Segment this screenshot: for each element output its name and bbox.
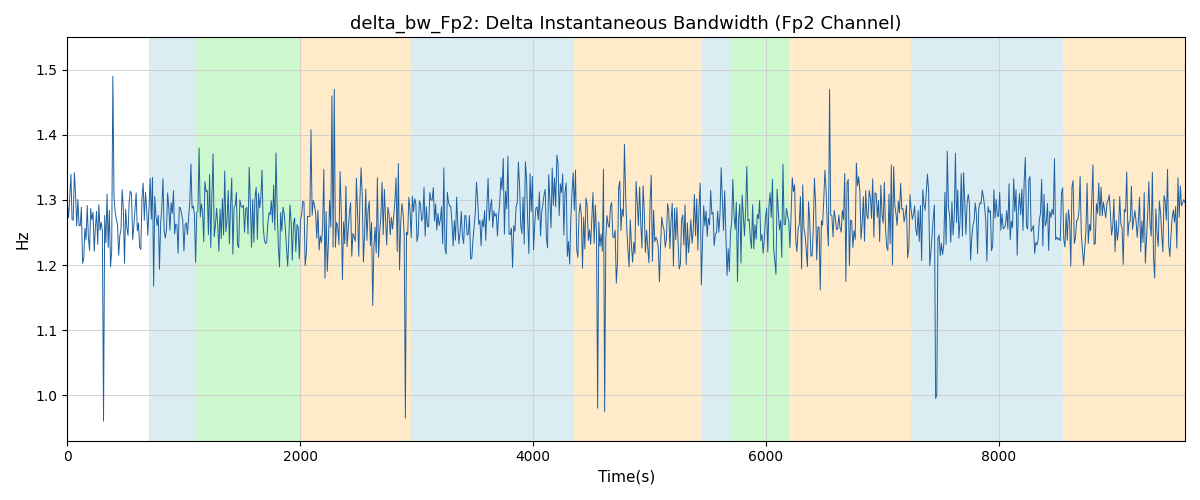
Bar [300,38,410,440]
Y-axis label: Hz: Hz [16,230,30,249]
Bar [196,38,300,440]
Bar [1063,38,1186,440]
Bar [912,38,1063,440]
Bar [149,38,196,440]
Title: delta_bw_Fp2: Delta Instantaneous Bandwidth (Fp2 Channel): delta_bw_Fp2: Delta Instantaneous Bandwi… [350,15,902,34]
Bar [790,38,912,440]
Bar [410,38,574,440]
Bar [574,38,702,440]
Bar [731,38,790,440]
X-axis label: Time(s): Time(s) [598,470,655,485]
Bar [702,38,731,440]
